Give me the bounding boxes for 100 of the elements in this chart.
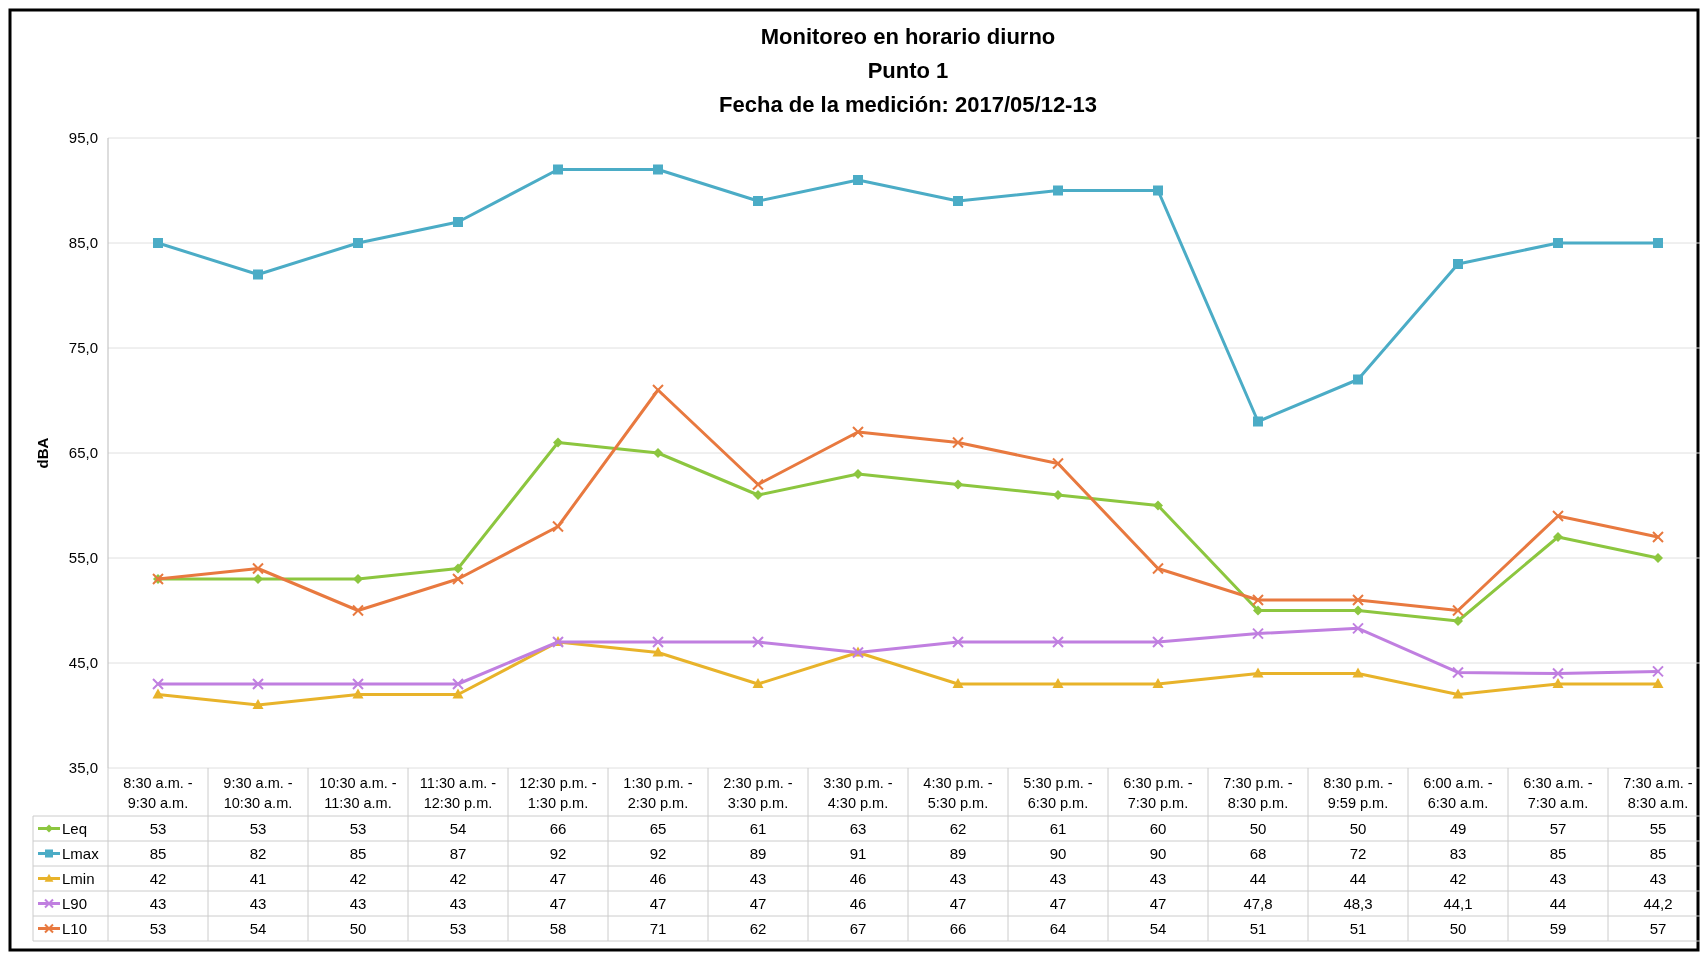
legend-label: Leq: [62, 819, 88, 837]
y-axis-title: dBA: [34, 437, 51, 469]
point: [953, 196, 963, 206]
data-label: 66: [949, 919, 967, 937]
data-label: 90: [1149, 844, 1167, 862]
point: [453, 563, 463, 574]
point: [1453, 259, 1463, 269]
data-label: 51: [1249, 919, 1267, 937]
point: [1253, 605, 1263, 616]
legend-label: Lmax: [62, 844, 100, 862]
data-label: 43: [749, 869, 767, 887]
data-label: 50: [1349, 819, 1367, 837]
data-label: 83: [1449, 844, 1467, 862]
data-label: 53: [149, 819, 167, 837]
point: [1253, 416, 1263, 427]
x-tick-label: 5:30 p.m. - 6:30 p.m.: [1023, 775, 1093, 811]
point: [1652, 678, 1664, 688]
data-label: 43: [1549, 869, 1567, 887]
legend-label: L90: [62, 894, 88, 912]
point: [553, 437, 563, 448]
data-label: 66: [549, 819, 567, 837]
data-label: 53: [449, 919, 467, 937]
data-label: 47,8: [1243, 894, 1273, 912]
data-label: 41: [249, 869, 267, 887]
data-label: 43: [149, 894, 167, 912]
data-label: 71: [649, 919, 667, 937]
y-tick-label: 45,0: [68, 654, 98, 672]
data-label: 85: [149, 844, 167, 862]
data-label: 43: [449, 894, 467, 912]
data-label: 54: [449, 819, 467, 837]
point: [753, 196, 763, 206]
point: [253, 269, 263, 280]
point: [1452, 666, 1464, 679]
point: [952, 436, 964, 449]
x-tick-label: 12:30 p.m. - 1:30 p.m.: [519, 775, 597, 811]
point: [1553, 238, 1563, 248]
point: [353, 238, 363, 248]
data-label: 42: [349, 869, 367, 887]
data-label: 61: [1049, 819, 1067, 837]
data-label: 46: [849, 869, 867, 887]
point: [1552, 667, 1564, 680]
data-label: 90: [1049, 844, 1067, 862]
point: [553, 164, 563, 175]
point: [853, 469, 863, 479]
x-tick-label: 11:30 a.m. - 12:30 p.m.: [419, 775, 497, 811]
x-tick-label: 7:30 p.m. - 8:30 p.m.: [1223, 775, 1293, 811]
point: [352, 604, 364, 617]
point: [1553, 532, 1563, 542]
point: [1052, 636, 1064, 648]
data-label: 57: [1649, 919, 1667, 937]
data-label: 55: [1649, 819, 1667, 837]
point: [1352, 667, 1364, 678]
chart-title: Monitoreo en horario diurno: [760, 24, 1056, 49]
x-tick-label: 2:30 p.m. - 3:30 p.m.: [723, 775, 793, 811]
point: [752, 478, 764, 491]
point: [1452, 604, 1464, 617]
x-tick-label: 8:30 a.m. - 9:30 a.m.: [123, 775, 193, 811]
data-label: 42: [449, 869, 467, 887]
point: [153, 238, 163, 248]
chart-subtitle: Punto 1 Fecha de la medición: 2017/05/12-13: [719, 58, 1097, 117]
data-label: 58: [549, 919, 567, 937]
data-label: 47: [949, 894, 967, 912]
point: [1353, 605, 1363, 616]
point: [1052, 457, 1064, 470]
point: [653, 164, 663, 175]
point: [1152, 636, 1164, 648]
point: [252, 678, 264, 690]
point: [1552, 678, 1564, 688]
data-label: 43: [349, 894, 367, 912]
data-label: 85: [1649, 844, 1667, 862]
x-tick-label: 3:30 p.m. - 4:30 p.m.: [823, 775, 893, 811]
data-label: 85: [349, 844, 367, 862]
data-label: 63: [849, 819, 867, 837]
data-label: 61: [749, 819, 767, 837]
data-label: 43: [1649, 869, 1667, 887]
point: [1653, 238, 1663, 248]
x-tick-label: 10:30 a.m. - 11:30 a.m.: [319, 775, 397, 811]
data-label: 47: [549, 894, 567, 912]
data-label: 87: [449, 844, 467, 862]
point: [652, 646, 664, 657]
point: [1352, 622, 1364, 635]
point: [452, 688, 464, 699]
x-tick-label: 4:30 p.m. - 5:30 p.m.: [923, 775, 993, 811]
data-label: 59: [1549, 919, 1567, 937]
point: [853, 175, 863, 185]
data-label: 44: [1349, 869, 1367, 887]
point: [1153, 500, 1163, 511]
data-label: 92: [649, 844, 667, 862]
data-label: 65: [649, 819, 667, 837]
data-label: 85: [1549, 844, 1567, 862]
y-tick-label: 55,0: [68, 549, 98, 567]
point: [652, 384, 664, 396]
point: [1152, 678, 1164, 688]
point: [752, 678, 764, 688]
point: [1053, 185, 1063, 196]
y-tick-label: 85,0: [68, 234, 98, 252]
point: [1153, 185, 1163, 196]
point: [353, 574, 363, 584]
data-label: 42: [149, 869, 167, 887]
data-label: 50: [1449, 919, 1467, 937]
